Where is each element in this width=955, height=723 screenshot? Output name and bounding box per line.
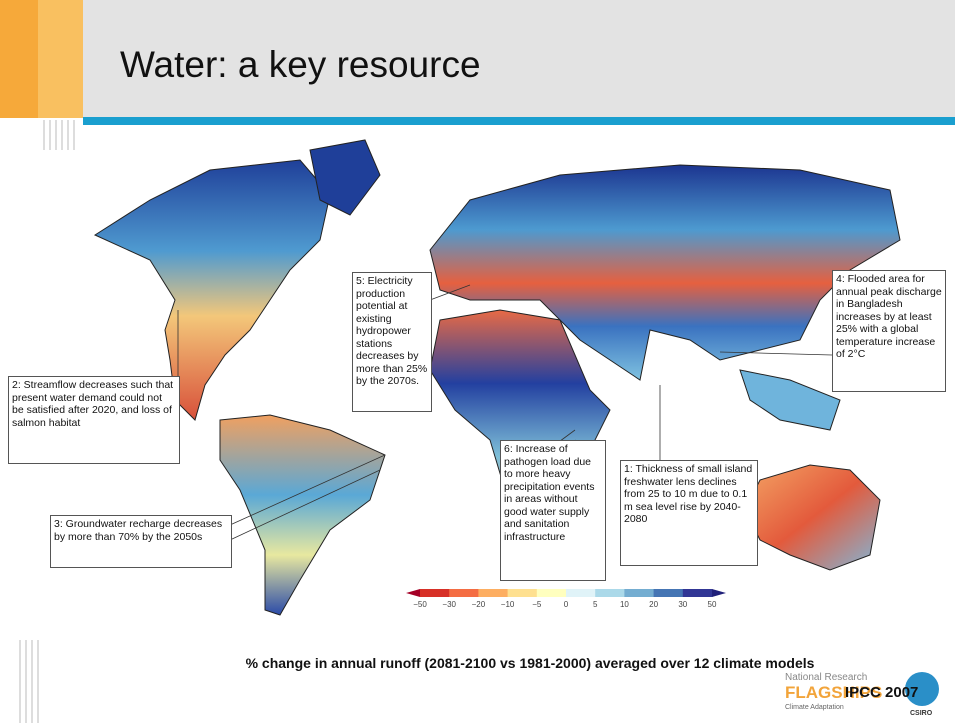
colorbar-label: 50	[708, 600, 717, 609]
colorbar-label: 5	[593, 600, 598, 609]
colorbar-label: −50	[413, 600, 427, 609]
colorbar-segment	[507, 589, 538, 597]
annotation: 2: Streamflow decreases such that presen…	[8, 376, 180, 464]
colorbar-segment	[566, 589, 596, 597]
decor-lines	[19, 120, 75, 723]
colorbar-segment	[595, 589, 625, 597]
logo-line: National Research	[785, 672, 868, 683]
annotation: 1: Thickness of small island freshwater …	[620, 460, 758, 566]
southeast-asia	[739, 369, 841, 431]
colorbar-segment	[478, 589, 509, 597]
colorbar-label: −20	[472, 600, 486, 609]
logo-line: FLAGSHIPS	[785, 683, 883, 702]
colorbar-label: 20	[649, 600, 658, 609]
colorbar-segment	[536, 589, 567, 597]
header-rule	[83, 117, 955, 125]
source: IPCC 2007	[845, 684, 919, 701]
annotation: 6: Increase of pathogen load due to more…	[500, 440, 606, 581]
colorbar-segment	[449, 589, 479, 597]
annotation: 3: Groundwater recharge decreases by mor…	[50, 515, 232, 568]
greenland	[309, 139, 381, 216]
colorbar-label: −5	[532, 600, 542, 609]
annotation: 4: Flooded area for annual peak discharg…	[832, 270, 946, 392]
annotation: 5: Electricity production potential at e…	[352, 272, 432, 412]
header-accent	[38, 0, 83, 118]
colorbar: −50 −30 −20 −10 −5 0 5 10 20 30 50	[406, 589, 726, 609]
colorbar-end	[712, 589, 726, 597]
colorbar-label: 10	[620, 600, 629, 609]
colorbar-segment	[653, 589, 684, 597]
header-band	[83, 0, 955, 118]
colorbar-label: −30	[442, 600, 456, 609]
logo-mark	[905, 672, 939, 706]
logo-org: CSIRO	[910, 710, 933, 717]
colorbar-label: −10	[501, 600, 515, 609]
colorbar-segment	[624, 589, 655, 597]
south-america	[219, 414, 386, 616]
colorbar-label: 30	[678, 600, 687, 609]
caption: % change in annual runoff (2081-2100 vs …	[245, 655, 815, 671]
colorbar-segment	[682, 589, 713, 597]
logo-line: Climate Adaptation	[785, 704, 844, 711]
colorbar-segment	[420, 589, 450, 597]
colorbar-end	[406, 589, 420, 597]
australia	[744, 464, 881, 571]
north-america	[93, 159, 331, 421]
slide-title: Water: a key resource	[120, 44, 481, 85]
logo: National Research FLAGSHIPS Climate Adap…	[785, 672, 945, 722]
colorbar-label: 0	[564, 600, 569, 609]
eurasia	[429, 164, 901, 381]
